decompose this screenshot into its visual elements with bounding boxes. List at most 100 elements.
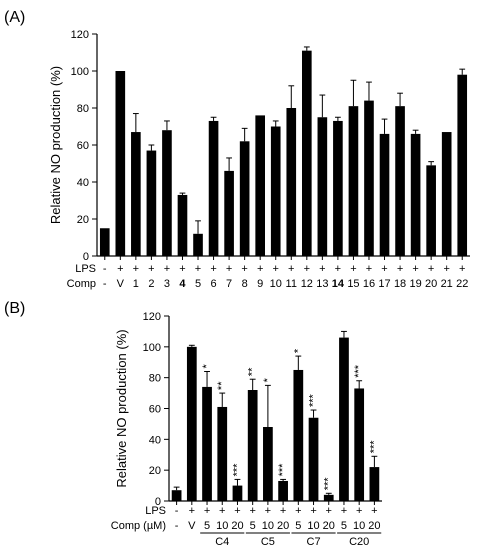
category-label: V <box>117 278 125 290</box>
lps-value: + <box>310 505 316 517</box>
bar <box>293 369 304 501</box>
lps-value: + <box>295 505 301 517</box>
bar <box>239 141 250 256</box>
lps-value: + <box>428 263 434 275</box>
lps-value: + <box>273 263 279 275</box>
lps-value: + <box>117 263 123 275</box>
category-label: 20 <box>368 520 380 532</box>
significance-mark: *** <box>308 393 320 407</box>
category-label: 10 <box>270 278 282 290</box>
bar <box>255 115 266 257</box>
category-label: 10 <box>262 520 274 532</box>
y-tick-label: 20 <box>77 214 89 226</box>
category-label: 14 <box>332 278 345 290</box>
significance-mark: ** <box>216 381 228 390</box>
bar <box>426 165 436 256</box>
lps-value: + <box>288 263 294 275</box>
bar <box>457 74 468 256</box>
bar <box>270 126 281 256</box>
bar <box>224 170 234 256</box>
lps-value: + <box>226 263 232 275</box>
category-label: 12 <box>301 278 313 290</box>
bar <box>410 133 421 256</box>
y-tick-label: 40 <box>149 434 161 446</box>
lps-value: + <box>219 505 225 517</box>
significance-mark: * <box>262 377 274 382</box>
significance-mark: *** <box>353 364 365 378</box>
bar <box>379 133 390 256</box>
category-label: 13 <box>316 278 328 290</box>
y-tick-label: 100 <box>143 342 161 354</box>
bar <box>263 427 273 501</box>
bar <box>286 108 297 256</box>
category-label: - <box>175 520 179 532</box>
lps-value: + <box>204 505 210 517</box>
lps-value: + <box>412 263 418 275</box>
lps-value: + <box>397 263 403 275</box>
lps-value: + <box>148 263 154 275</box>
lps-value: + <box>350 263 356 275</box>
category-label: 9 <box>257 278 263 290</box>
category-label: 8 <box>242 278 248 290</box>
bar <box>364 100 374 256</box>
lps-row-label: LPS <box>75 263 96 275</box>
category-label: 5 <box>341 520 347 532</box>
category-label: 10 <box>216 520 228 532</box>
category-label: 19 <box>409 278 421 290</box>
bar <box>202 386 212 501</box>
y-tick-label: 80 <box>77 103 89 115</box>
bar <box>177 194 188 256</box>
bar <box>348 106 359 257</box>
y-tick-label: 120 <box>71 29 89 41</box>
bar <box>131 132 141 256</box>
group-label: C20 <box>349 536 369 548</box>
bar <box>193 233 203 256</box>
category-label: 5 <box>295 520 301 532</box>
bar <box>395 106 405 257</box>
significance-mark: * <box>201 364 213 369</box>
group-label: C5 <box>261 536 275 548</box>
category-label: 4 <box>179 278 186 290</box>
y-tick-label: 60 <box>149 404 161 416</box>
panel-b-chart: 0 20 40 60 80 100 120 Relative NO production (%… <box>111 311 382 548</box>
y-tick-label: 20 <box>149 465 161 477</box>
bar <box>162 130 172 256</box>
lps-value: + <box>366 263 372 275</box>
significance-mark: ** <box>247 367 259 376</box>
lps-value: + <box>341 505 347 517</box>
lps-value: + <box>356 505 362 517</box>
bar <box>217 406 228 501</box>
y-axis-title: Relative NO production (%) <box>114 329 129 487</box>
category-label: 5 <box>204 520 210 532</box>
y-tick-label: 100 <box>71 66 89 78</box>
bar <box>232 485 243 501</box>
panel-a-label: (A) <box>4 9 25 26</box>
category-label: 21 <box>441 278 453 290</box>
category-label: 10 <box>353 520 365 532</box>
category-label: 22 <box>456 278 468 290</box>
lps-value: + <box>371 505 377 517</box>
bar <box>301 50 312 257</box>
category-label: 20 <box>425 278 437 290</box>
bar <box>317 117 328 256</box>
lps-value: + <box>459 263 465 275</box>
lps-value: + <box>210 263 216 275</box>
bar <box>247 390 258 501</box>
category-label: 20 <box>277 520 289 532</box>
lps-value: + <box>381 263 387 275</box>
category-label: 16 <box>363 278 375 290</box>
comp-row-label: Comp (µM) <box>111 520 166 532</box>
category-label: 7 <box>226 278 232 290</box>
category-label: 3 <box>164 278 170 290</box>
bar <box>146 150 157 256</box>
lps-value: + <box>443 263 449 275</box>
bar <box>441 132 452 256</box>
lps-value: - <box>175 505 179 517</box>
category-label: 10 <box>307 520 319 532</box>
y-tick-label: 40 <box>77 177 89 189</box>
lps-value: + <box>179 263 185 275</box>
significance-mark: *** <box>277 463 289 477</box>
lps-value: + <box>335 263 341 275</box>
